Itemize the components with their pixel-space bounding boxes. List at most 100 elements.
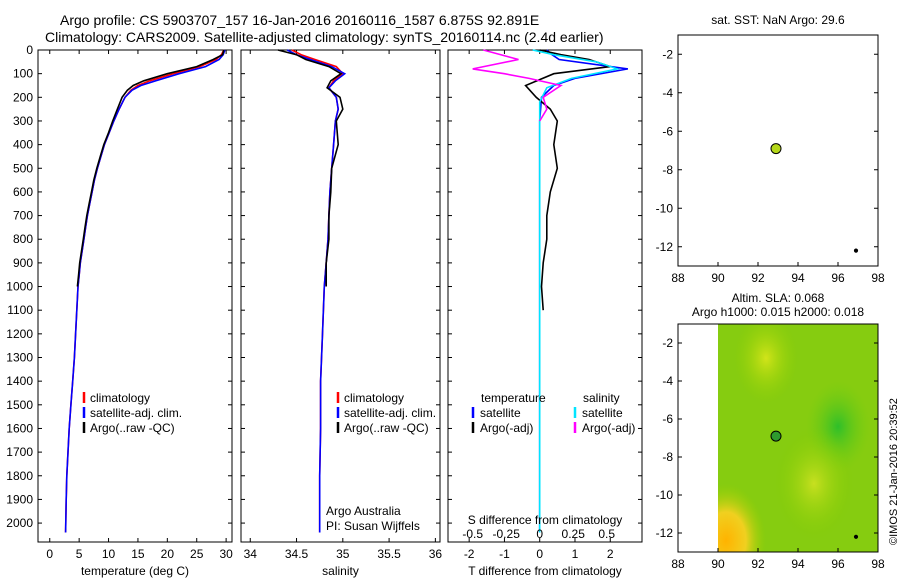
- sal-x-tick-label: 35.5: [377, 547, 401, 561]
- sst-map-x-tick-label: 92: [751, 271, 765, 285]
- sal-axes-frame: [240, 49, 441, 543]
- depth-tick-label: 300: [13, 114, 33, 128]
- sst-map-profile-marker-0: [770, 143, 782, 155]
- sla-map-x-tick-label: 96: [831, 557, 845, 571]
- sla-map-x-tick-label: 90: [711, 557, 725, 571]
- sla-map-x-tick-label: 98: [871, 557, 885, 571]
- sal-x-tick-label: 36: [429, 547, 443, 561]
- depth-tick-label: 1800: [6, 469, 33, 483]
- figure-title-line1: Argo profile: CS 5903707_157 16-Jan-2016…: [60, 12, 540, 28]
- depth-tick-label: 900: [13, 256, 33, 270]
- depth-tick-label: 1500: [6, 398, 33, 412]
- sst-map-x-tick-label: 96: [831, 271, 845, 285]
- sal-x-tick-label: 34: [244, 547, 258, 561]
- diff-x-tick-label: -1: [499, 547, 510, 561]
- sla-map-y-tick-label: -4: [662, 374, 673, 388]
- diff-legend-label-s-0: satellite: [582, 406, 623, 420]
- sal-legend-label-1: satellite-adj. clim.: [344, 406, 436, 420]
- depth-tick-label: 800: [13, 232, 33, 246]
- sst-map-title: sat. SST: NaN Argo: 29.6: [711, 13, 845, 27]
- depth-tick-label: 700: [13, 209, 33, 223]
- sla-map-x-tick-label: 92: [751, 557, 765, 571]
- temp-legend-label-1: satellite-adj. clim.: [90, 406, 182, 420]
- temp-x-tick-label: 20: [161, 547, 175, 561]
- sla-map-y-tick-label: -10: [656, 488, 674, 502]
- sst-map-y-tick-label: -2: [662, 47, 673, 61]
- depth-tick-label: 600: [13, 185, 33, 199]
- diff-x-tick-label: 2: [607, 547, 614, 561]
- sal-x-axis-label: salinity: [322, 564, 359, 578]
- sla-map-profile-marker-0: [770, 430, 782, 442]
- sla-map-profile-marker-1: [853, 534, 859, 539]
- imos-credit: ©IMOS 21-Jan-2016 20:39:52: [888, 398, 900, 545]
- depth-tick-label: 1300: [6, 351, 33, 365]
- diff-x-tick-label: 1: [572, 547, 579, 561]
- sal-series-2: [277, 49, 344, 287]
- diff-axes-frame: [447, 49, 643, 543]
- diff-s-tick-label: -0.25: [493, 527, 521, 541]
- sst-map-x-tick-label: 88: [671, 271, 685, 285]
- depth-tick-label: 1000: [6, 280, 33, 294]
- diff-s-tick-label: -0.5: [462, 527, 483, 541]
- sla-map-heatmap-layer-3: [718, 324, 878, 552]
- sst-map-x-tick-label: 94: [791, 271, 805, 285]
- sal-note-affiliation: Argo Australia: [326, 504, 401, 518]
- temp-axes-frame: [37, 49, 233, 543]
- sla-map-title-line1: Altim. SLA: 0.068: [732, 291, 825, 305]
- sla-map-axes-frame-top: [677, 323, 879, 553]
- depth-tick-label: 2000: [6, 516, 33, 530]
- diff-series-2: [532, 49, 621, 533]
- sst-map-x-tick-label: 98: [871, 271, 885, 285]
- sst-map-y-tick-label: -10: [656, 201, 674, 215]
- sst-map-y-tick-label: -12: [656, 240, 674, 254]
- temp-x-tick-label: 15: [131, 547, 145, 561]
- temp-x-tick-label: 10: [102, 547, 116, 561]
- sal-note-pi: PI: Susan Wijffels: [326, 519, 420, 533]
- temp-legend-label-2: Argo(..raw -QC): [90, 421, 175, 435]
- sla-map-y-tick-label: -6: [662, 412, 673, 426]
- sal-x-tick-label: 35: [336, 547, 350, 561]
- depth-tick-label: 0: [26, 43, 33, 57]
- figure-title-line2: Climatology: CARS2009. Satellite-adjuste…: [45, 29, 604, 45]
- diff-x-tick-label: 0: [536, 547, 543, 561]
- temp-series-2: [76, 49, 225, 287]
- temp-x-tick-label: 0: [46, 547, 53, 561]
- sla-map-x-tick-label: 88: [671, 557, 685, 571]
- temp-x-tick-label: 30: [219, 547, 233, 561]
- sal-legend-label-0: climatology: [344, 391, 404, 405]
- sst-map-profile-marker-1: [853, 248, 859, 253]
- temp-x-tick-label: 25: [190, 547, 204, 561]
- diff-s-axis-label: S difference from climatology: [468, 513, 623, 527]
- depth-tick-label: 1200: [6, 327, 33, 341]
- diff-legend-head-salinity: salinity: [583, 391, 620, 405]
- sla-map-x-tick-label: 94: [791, 557, 805, 571]
- depth-tick-label: 1100: [7, 303, 33, 317]
- depth-tick-label: 1700: [6, 445, 33, 459]
- sal-legend-label-2: Argo(..raw -QC): [344, 421, 429, 435]
- sla-map-y-tick-label: -12: [656, 526, 674, 540]
- temp-x-tick-label: 5: [76, 547, 83, 561]
- depth-tick-label: 100: [13, 67, 33, 81]
- depth-tick-label: 1600: [6, 421, 33, 435]
- sal-x-tick-label: 34.5: [285, 547, 309, 561]
- diff-x-axis-label: T difference from climatology: [468, 564, 622, 578]
- depth-tick-label: 1900: [6, 492, 33, 506]
- depth-tick-label: 1400: [6, 374, 33, 388]
- diff-series-3: [472, 49, 563, 122]
- depth-tick-label: 500: [13, 161, 33, 175]
- diff-s-tick-label: 0.25: [562, 527, 586, 541]
- diff-legend-label-s-1: Argo(-adj): [582, 421, 635, 435]
- sst-map-y-tick-label: -6: [662, 124, 673, 138]
- sst-map-y-tick-label: -4: [662, 86, 673, 100]
- sal-series-1: [286, 49, 347, 533]
- temp-legend-label-0: climatology: [90, 391, 150, 405]
- diff-s-tick-label: 0: [536, 527, 543, 541]
- sla-map-y-tick-label: -8: [662, 450, 673, 464]
- temp-x-axis-label: temperature (deg C): [81, 564, 189, 578]
- diff-legend-head-temperature: temperature: [481, 391, 546, 405]
- depth-tick-label: 400: [13, 138, 33, 152]
- diff-x-tick-label: -2: [464, 547, 475, 561]
- diff-legend-label-t-0: satellite: [480, 406, 521, 420]
- sst-map-x-tick-label: 90: [711, 271, 725, 285]
